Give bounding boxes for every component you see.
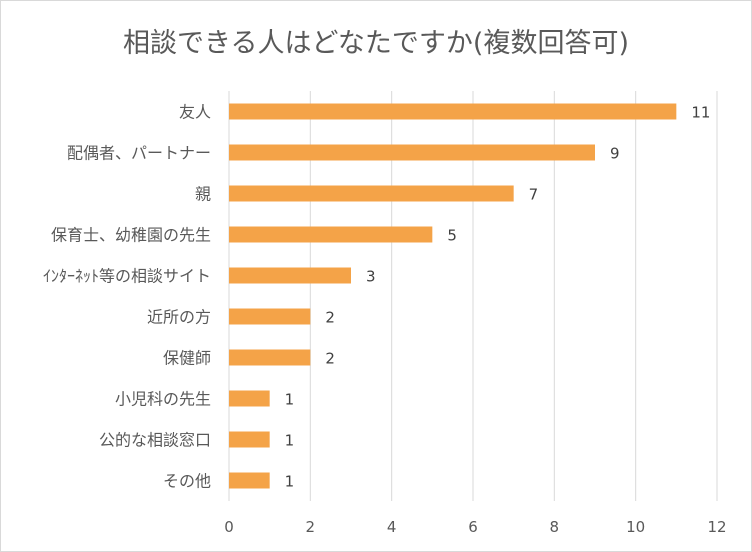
x-tick-label: 4 bbox=[387, 518, 397, 536]
bars bbox=[229, 103, 677, 489]
category-label: 保育士、幼稚園の先生 bbox=[51, 226, 211, 245]
bar bbox=[229, 390, 270, 407]
data-label: 2 bbox=[325, 350, 335, 368]
data-label: 11 bbox=[691, 104, 710, 122]
x-tick-label: 0 bbox=[224, 518, 234, 536]
bar bbox=[229, 103, 677, 120]
category-label: 公的な相談窓口 bbox=[99, 431, 211, 450]
bar bbox=[229, 226, 433, 243]
x-tick-label: 8 bbox=[550, 518, 560, 536]
data-label: 1 bbox=[285, 432, 295, 450]
category-label: 配偶者、パートナー bbox=[67, 144, 211, 163]
data-label: 7 bbox=[529, 186, 539, 204]
bar bbox=[229, 185, 514, 202]
category-label: 小児科の先生 bbox=[115, 390, 211, 409]
data-label: 1 bbox=[285, 391, 295, 409]
category-label: 友人 bbox=[179, 103, 211, 122]
x-tick-label: 10 bbox=[626, 518, 645, 536]
category-label: 保健師 bbox=[163, 349, 211, 368]
x-axis-ticks: 0 2 4 6 8 10 12 bbox=[224, 518, 726, 536]
data-label: 5 bbox=[447, 227, 457, 245]
category-label: その他 bbox=[163, 472, 211, 491]
data-label: 1 bbox=[285, 473, 295, 491]
bar bbox=[229, 431, 270, 448]
category-label: 親 bbox=[195, 185, 211, 204]
bar bbox=[229, 349, 311, 366]
bar bbox=[229, 472, 270, 489]
category-label: ｲﾝﾀｰﾈｯﾄ等の相談サイト bbox=[43, 267, 211, 286]
x-tick-label: 6 bbox=[468, 518, 478, 536]
x-tick-label: 2 bbox=[306, 518, 316, 536]
data-label: 2 bbox=[325, 309, 335, 327]
chart-title: 相談できる人はどなたですか(複数回答可) bbox=[123, 28, 629, 59]
x-tick-label: 12 bbox=[707, 518, 726, 536]
category-label: 近所の方 bbox=[147, 308, 211, 327]
bar bbox=[229, 308, 311, 325]
data-label: 3 bbox=[366, 268, 376, 286]
bar bbox=[229, 144, 595, 161]
bar bbox=[229, 267, 351, 284]
data-label: 9 bbox=[610, 145, 620, 163]
